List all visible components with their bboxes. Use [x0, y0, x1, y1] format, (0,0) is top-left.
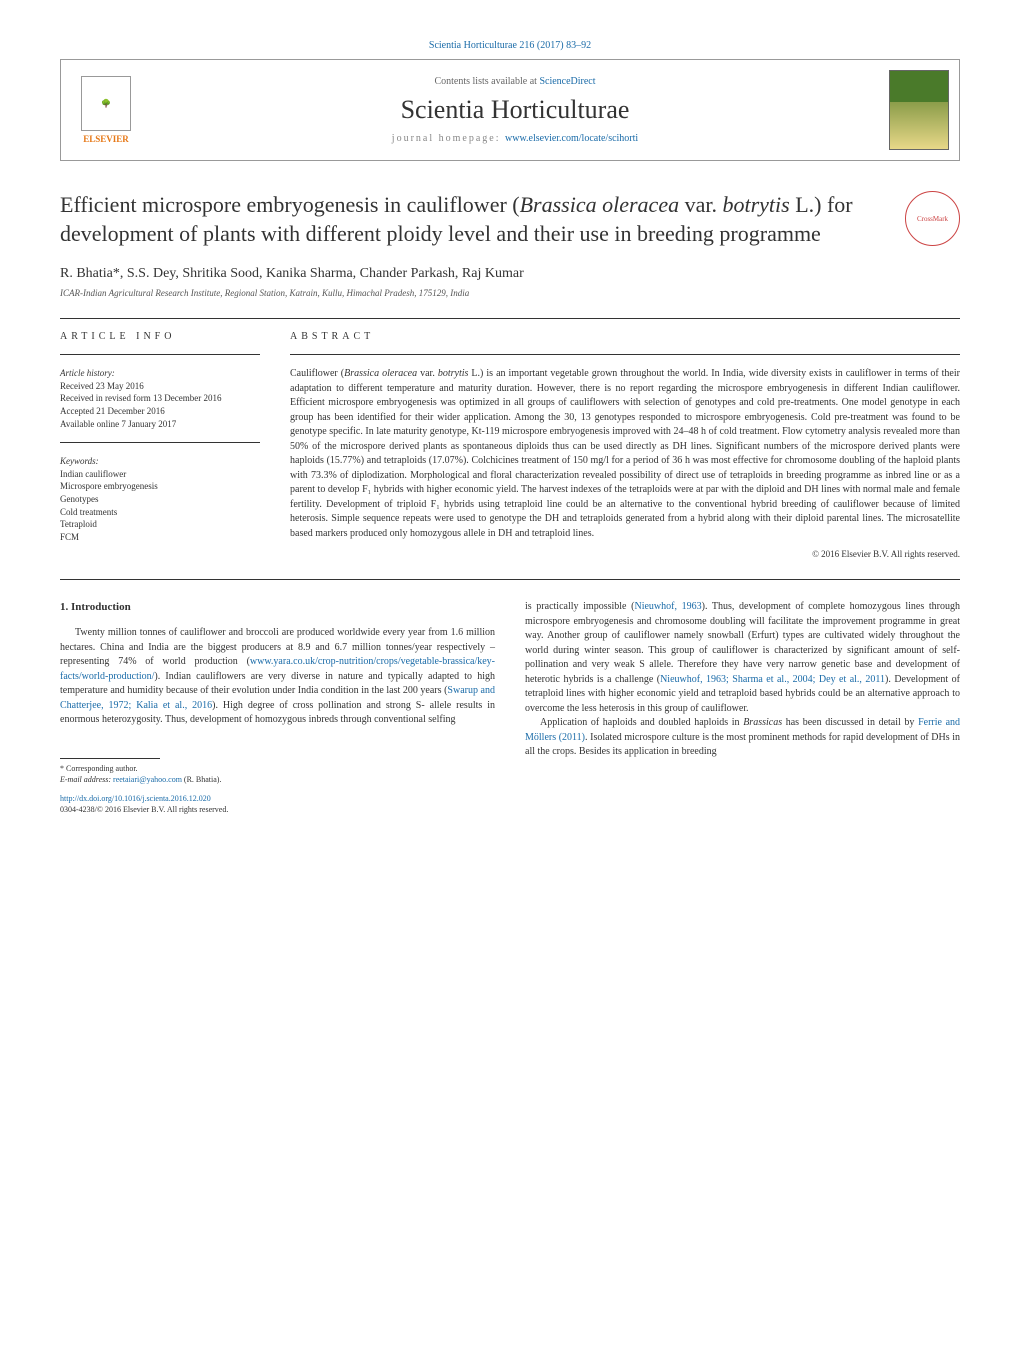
title-part2: var.: [679, 192, 722, 217]
footer: * Corresponding author. E-mail address: …: [60, 758, 495, 816]
email-line: E-mail address: reetaiari@yahoo.com (R. …: [60, 774, 495, 785]
abs-i1: Brassica oleracea: [344, 368, 417, 379]
title-row: Efficient microspore embryogenesis in ca…: [60, 191, 960, 248]
sciencedirect-link[interactable]: ScienceDirect: [539, 76, 595, 87]
intro-link[interactable]: Nieuwhof, 1963: [634, 601, 701, 612]
abstract-column: ABSTRACT Cauliflower (Brassica oleracea …: [290, 331, 960, 559]
intro-text: has been discussed in detail by: [782, 717, 918, 728]
info-divider: [60, 354, 260, 355]
info-divider: [60, 442, 260, 443]
crossmark-icon[interactable]: CrossMark: [905, 191, 960, 246]
keyword: Genotypes: [60, 493, 260, 506]
intro-para: is practically impossible (Nieuwhof, 196…: [525, 600, 960, 716]
online: Available online 7 January 2017: [60, 418, 260, 431]
journal-name: Scientia Horticulturae: [156, 95, 874, 125]
intro-para: Twenty million tonnes of cauliflower and…: [60, 626, 495, 728]
intro-para: Application of haploids and doubled hapl…: [525, 716, 960, 760]
elsevier-logo: 🌳 ELSEVIER: [71, 70, 141, 150]
homepage-line: journal homepage: www.elsevier.com/locat…: [156, 133, 874, 144]
history-label: Article history:: [60, 367, 260, 380]
keyword: FCM: [60, 531, 260, 544]
intro-heading: 1. Introduction: [60, 600, 495, 616]
homepage-link[interactable]: www.elsevier.com/locate/scihorti: [505, 133, 638, 144]
intro-text: is practically impossible (: [525, 601, 634, 612]
affiliation: ICAR-Indian Agricultural Research Instit…: [60, 288, 960, 298]
doi-block: http://dx.doi.org/10.1016/j.scienta.2016…: [60, 793, 495, 815]
header-center: Contents lists available at ScienceDirec…: [156, 76, 874, 144]
issn-line: 0304-4238/© 2016 Elsevier B.V. All right…: [60, 804, 495, 815]
title-part1: Efficient microspore embryogenesis in ca…: [60, 192, 520, 217]
keywords-label: Keywords:: [60, 455, 260, 468]
journal-cover-icon: [889, 70, 949, 150]
keyword: Indian cauliflower: [60, 468, 260, 481]
email-label: E-mail address:: [60, 775, 113, 784]
keyword: Cold treatments: [60, 506, 260, 519]
abstract-heading: ABSTRACT: [290, 331, 960, 342]
abs-p3: L.) is an important vegetable grown thro…: [290, 368, 960, 539]
keyword: Microspore embryogenesis: [60, 480, 260, 493]
intro-text: Application of haploids and doubled hapl…: [540, 717, 743, 728]
body-column-right: is practically impossible (Nieuwhof, 196…: [525, 600, 960, 815]
body-column-left: 1. Introduction Twenty million tonnes of…: [60, 600, 495, 815]
elsevier-text: ELSEVIER: [83, 134, 129, 144]
intro-link[interactable]: Nieuwhof, 1963; Sharma et al., 2004; Dey…: [660, 674, 885, 685]
abs-p1: Cauliflower (: [290, 368, 344, 379]
intro-text: . Isolated microspore culture is the mos…: [525, 732, 960, 758]
elsevier-tree-icon: 🌳: [81, 76, 131, 131]
email-author: (R. Bhatia).: [182, 775, 222, 784]
abstract-divider: [290, 354, 960, 355]
corresponding-author: * Corresponding author.: [60, 763, 495, 774]
history-block: Article history: Received 23 May 2016 Re…: [60, 367, 260, 430]
body-row: 1. Introduction Twenty million tonnes of…: [60, 600, 960, 815]
article-info: ARTICLE INFO Article history: Received 2…: [60, 331, 260, 559]
contents-line: Contents lists available at ScienceDirec…: [156, 76, 874, 87]
abs-p2: var.: [417, 368, 438, 379]
authors: R. Bhatia*, S.S. Dey, Shritika Sood, Kan…: [60, 266, 960, 282]
info-abstract-row: ARTICLE INFO Article history: Received 2…: [60, 331, 960, 559]
keyword: Tetraploid: [60, 518, 260, 531]
doi-link[interactable]: http://dx.doi.org/10.1016/j.scienta.2016…: [60, 793, 495, 804]
revised: Received in revised form 13 December 201…: [60, 392, 260, 405]
abstract-text: Cauliflower (Brassica oleracea var. botr…: [290, 367, 960, 541]
journal-header: 🌳 ELSEVIER Contents lists available at S…: [60, 59, 960, 161]
body-divider: [60, 579, 960, 580]
received: Received 23 May 2016: [60, 380, 260, 393]
title-italic2: botrytis: [722, 192, 789, 217]
contents-text: Contents lists available at: [434, 76, 539, 87]
journal-reference: Scientia Horticulturae 216 (2017) 83–92: [60, 40, 960, 51]
abs-i2: botrytis: [438, 368, 469, 379]
keywords-block: Keywords: Indian cauliflower Microspore …: [60, 455, 260, 543]
article-title: Efficient microspore embryogenesis in ca…: [60, 191, 885, 248]
intro-text: ). Thus, development of complete homozyg…: [525, 601, 960, 685]
footer-divider: [60, 758, 160, 759]
divider: [60, 318, 960, 319]
accepted: Accepted 21 December 2016: [60, 405, 260, 418]
title-italic1: Brassica oleracea: [520, 192, 679, 217]
email-link[interactable]: reetaiari@yahoo.com: [113, 775, 182, 784]
homepage-label: journal homepage:: [392, 133, 505, 144]
article-info-heading: ARTICLE INFO: [60, 331, 260, 342]
abstract-copyright: © 2016 Elsevier B.V. All rights reserved…: [290, 549, 960, 559]
intro-italic: Brassicas: [743, 717, 782, 728]
